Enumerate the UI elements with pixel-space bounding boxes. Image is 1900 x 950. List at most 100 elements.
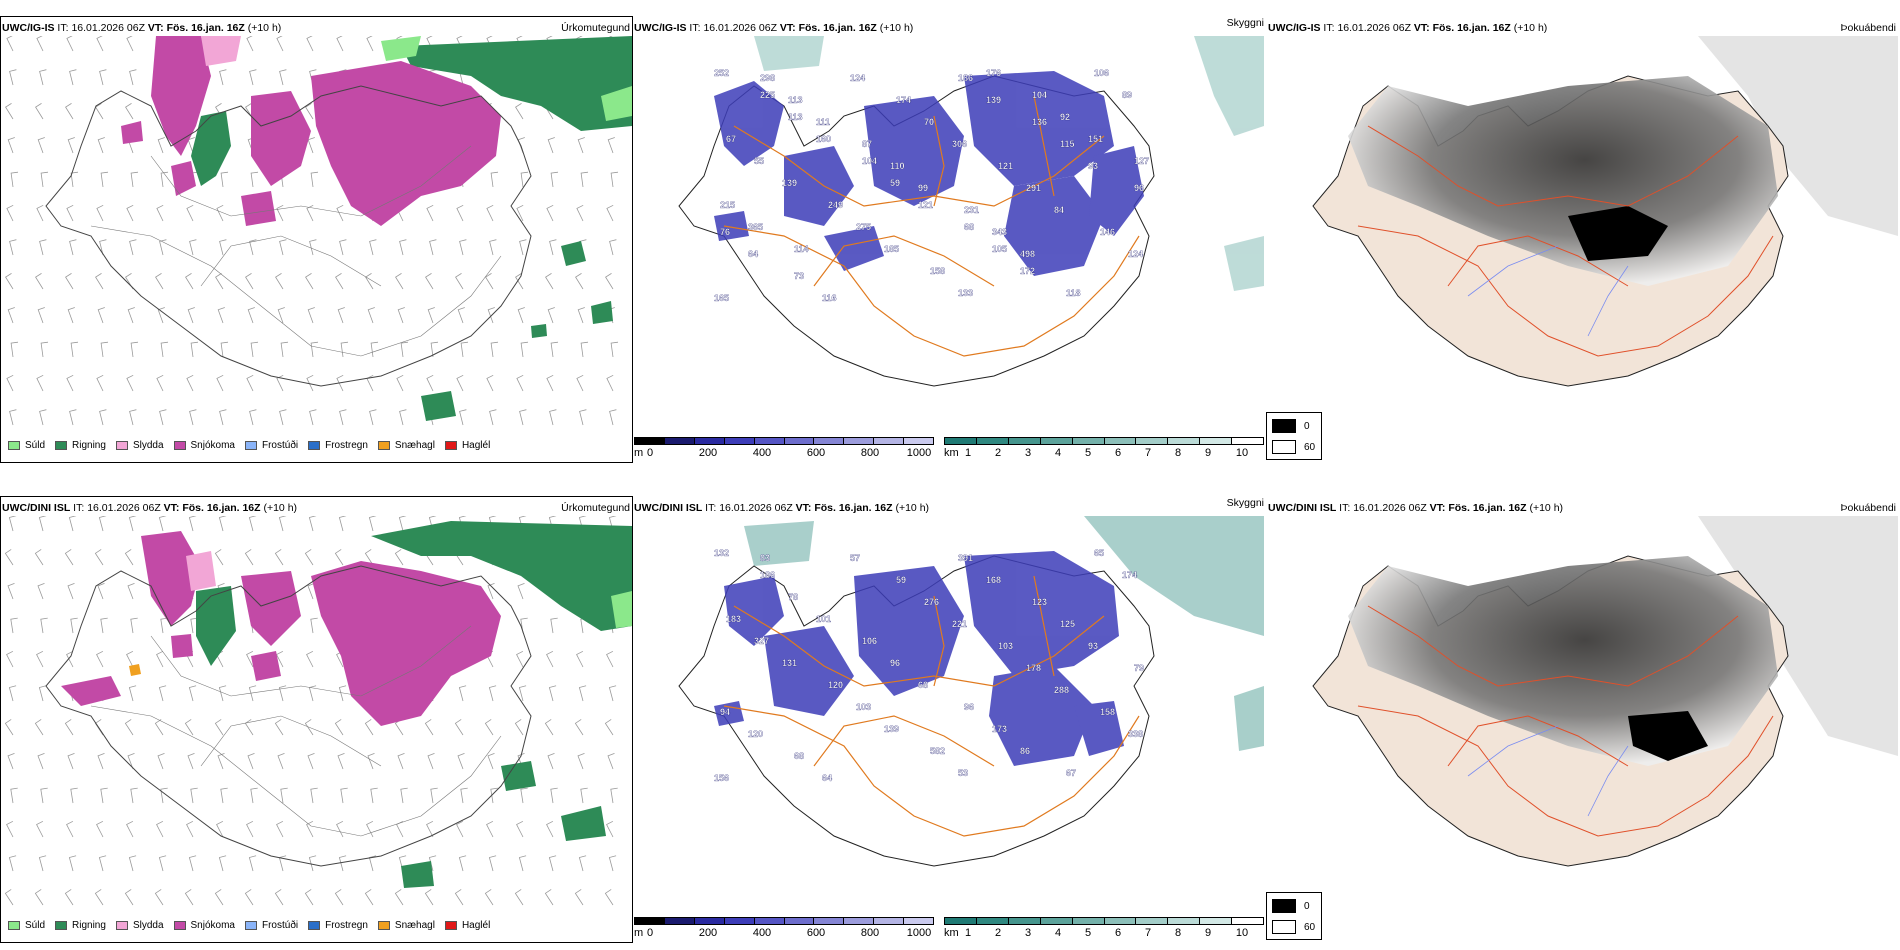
wind-barb [424, 889, 434, 906]
wind-barb [609, 409, 617, 426]
wind-barb [5, 273, 14, 290]
wind-barb [9, 239, 17, 256]
cloudbase-value-label: 306 [952, 139, 967, 149]
wind-barb [188, 516, 197, 532]
wind-barb [38, 855, 47, 872]
cb-cell [664, 918, 695, 924]
fog-rivers [1467, 725, 1629, 817]
vis-cell [1008, 918, 1041, 924]
wind-barb [247, 753, 255, 770]
wind-barb [189, 239, 197, 256]
wind-barb [215, 273, 224, 290]
wind-barb [425, 273, 434, 290]
wind-barb [6, 36, 14, 52]
precip-map-frame-row1 [0, 16, 633, 463]
wind-barb [370, 341, 379, 358]
wind-barb [129, 409, 137, 426]
legend-swatch [115, 441, 128, 450]
cloudbase-value-label: 70 [924, 117, 934, 127]
vis-tick: 7 [1144, 927, 1152, 939]
wind-barb [186, 374, 194, 392]
wind-barb [156, 820, 164, 838]
wind-barb [306, 650, 314, 668]
wind-barb [66, 36, 74, 52]
wind-barb [127, 583, 135, 600]
fog-legend-item: 60 [1272, 440, 1315, 454]
wind-barb [248, 855, 257, 872]
wind-barb [40, 617, 48, 634]
wind-barb [70, 617, 78, 634]
cloudbase-value-label: 391 [958, 553, 973, 563]
wind-barb [40, 787, 48, 804]
wind-barb [458, 855, 467, 872]
cloudbase-tick: 0 [646, 447, 654, 459]
wind-barb [544, 719, 554, 736]
vis-tick: 2 [994, 447, 1002, 459]
cloudbase-value-label: 73 [794, 271, 804, 281]
fog-roads [1357, 125, 1774, 357]
wind-barb [280, 787, 288, 804]
legend-swatch [244, 441, 257, 450]
vis-cells [944, 437, 1264, 445]
cloudbase-value-label: 116 [822, 293, 837, 303]
wind-barb [66, 650, 74, 668]
wind-barb [549, 239, 557, 256]
wind-barb [304, 889, 314, 906]
wind-barb [456, 820, 464, 838]
cloudbase-value-label: 338 [1128, 729, 1143, 739]
wind-barb [575, 273, 584, 290]
wind-barb [38, 685, 47, 702]
wind-barb [99, 409, 107, 426]
cloudbase-value-label: 113 [788, 112, 803, 122]
wind-barb [217, 307, 225, 324]
wind-barb [36, 820, 44, 838]
wind-barb [95, 273, 104, 290]
cb-cell [814, 438, 845, 444]
wind-barb [185, 273, 194, 290]
wind-barb [98, 855, 107, 872]
wind-barb [514, 719, 524, 736]
wind-barb [577, 307, 585, 324]
vis-tick: 1 [964, 447, 972, 459]
legend-item: Slydda [115, 920, 164, 931]
wind-barb [520, 341, 529, 358]
wind-barb [517, 583, 525, 600]
fog-swatch [1272, 899, 1296, 913]
wind-barb [546, 204, 554, 222]
legend-swatch [377, 921, 390, 930]
wind-barb [5, 103, 14, 120]
cloudbase-value-label: 93 [1088, 161, 1098, 171]
wind-barb [214, 889, 224, 906]
wind-barb [96, 374, 104, 392]
vis-tick: 8 [1174, 447, 1182, 459]
wind-barb [336, 374, 344, 392]
wind-barb [366, 36, 374, 52]
cb-cell [694, 918, 725, 924]
cloudbase-value-label: 64 [748, 249, 758, 259]
wind-barb [130, 171, 139, 188]
wind-barb [488, 685, 497, 702]
panel-header-fog-row1: UWC/IG-IS IT: 16.01.2026 06Z VT: Fös. 16… [1268, 22, 1548, 34]
wind-barb [430, 341, 439, 358]
wind-barb [156, 204, 164, 222]
vis-tick: 9 [1204, 927, 1212, 939]
wind-barb [7, 583, 15, 600]
wind-barb [429, 239, 437, 256]
cloudbase-tick: 800 [860, 927, 880, 939]
cloudbase-value-label: 183 [726, 614, 741, 624]
wind-barb [515, 273, 524, 290]
cloudbase-tick: 0 [646, 927, 654, 939]
wind-barb [400, 787, 408, 804]
cloudbase-value-label: 343 [992, 227, 1007, 237]
wind-barb [546, 650, 554, 668]
cloudbase-value-label: 298 [760, 73, 775, 83]
cb-cell [664, 438, 695, 444]
cloudbase-value-label: 96 [964, 702, 974, 712]
wind-barb [306, 820, 314, 838]
fog-legend-item: 60 [1272, 920, 1315, 934]
cloudbase-value-label: 365 [748, 222, 763, 232]
cb-cell [874, 438, 905, 444]
wind-barb [97, 307, 105, 324]
wind-barb [454, 889, 464, 906]
cloudbase-tick: 200 [698, 927, 718, 939]
